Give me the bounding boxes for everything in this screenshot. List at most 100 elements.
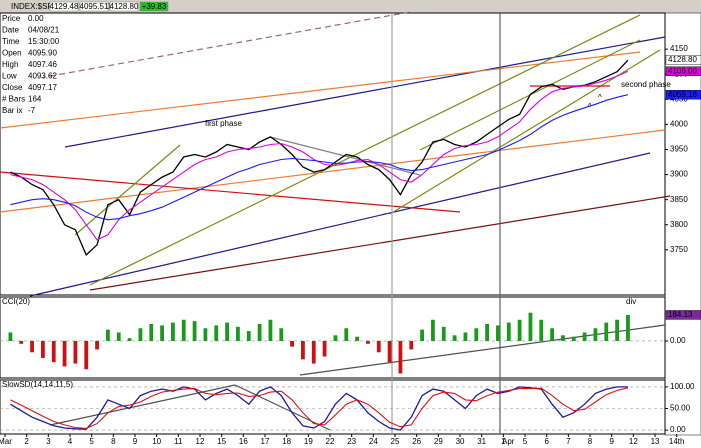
- info-label: Close: [2, 83, 23, 92]
- x-tick-label: 13: [651, 437, 660, 446]
- value-marker: [665, 55, 701, 65]
- y-tick-label: 3800: [670, 220, 688, 229]
- info-label: Low: [2, 72, 17, 81]
- info-value: 4097.17: [28, 83, 57, 92]
- info-label: Time: [2, 37, 20, 46]
- x-tick-label: 12: [196, 437, 205, 446]
- bar: [539, 319, 544, 341]
- annotation: div: [626, 297, 636, 306]
- x-tick-label: 12: [629, 437, 638, 446]
- x-tick-label: 5: [89, 437, 94, 446]
- info-label: Bar ix: [2, 106, 22, 115]
- y-tick-label: 0.00: [670, 425, 686, 434]
- value-marker-label: 4128.80: [668, 55, 697, 64]
- info-value: 164: [28, 95, 42, 104]
- bar: [376, 340, 381, 353]
- x-tick-label: 16: [239, 437, 248, 446]
- annotation: ^: [598, 93, 602, 102]
- bar: [301, 340, 305, 360]
- value-marker-label: 4059.18: [668, 90, 697, 99]
- y-tick-label: 100.00: [670, 382, 695, 391]
- bar: [106, 329, 110, 341]
- bar: [127, 338, 132, 341]
- bar: [366, 340, 370, 344]
- info-label: Price: [2, 14, 21, 23]
- x-tick-label: 4: [68, 437, 73, 446]
- x-tick-label: 17: [261, 437, 270, 446]
- y-tick-label: 4000: [670, 120, 688, 129]
- price-panel: [0, 12, 666, 296]
- bar: [138, 328, 143, 341]
- x-tick-label: 14th: [669, 437, 685, 446]
- bar: [561, 335, 565, 341]
- x-tick-label: 11: [174, 437, 183, 446]
- bar: [582, 332, 587, 341]
- panel-title: SlowSD(14,14,11,5): [2, 380, 73, 389]
- bar: [41, 340, 45, 358]
- bar: [409, 340, 414, 350]
- bar: [441, 326, 446, 341]
- bar: [474, 328, 479, 341]
- bar: [290, 340, 294, 347]
- x-tick-label: 1: [501, 437, 506, 446]
- x-tick-label: 5: [523, 437, 528, 446]
- value-marker-label: 184.13: [668, 310, 693, 319]
- trend-line: [234, 384, 331, 431]
- info-label: Date: [2, 26, 19, 35]
- bar: [192, 321, 197, 341]
- x-tick-label: 30: [456, 437, 465, 446]
- series-line: [10, 59, 629, 257]
- trend-line: [89, 195, 671, 291]
- bar: [626, 314, 630, 341]
- bar: [8, 332, 13, 341]
- bar: [311, 340, 316, 364]
- trend-line: [0, 171, 461, 213]
- x-tick-label: 15: [217, 437, 226, 446]
- x-tick-label: 9: [133, 437, 138, 446]
- info-value: -7: [28, 106, 36, 115]
- info-value: 4097.46: [28, 60, 57, 69]
- y-tick-label: 50.00: [670, 404, 691, 413]
- trend-line: [29, 152, 651, 297]
- value-marker: [665, 310, 701, 320]
- x-tick-label: 19: [304, 437, 313, 446]
- x-tick-label: Mar: [0, 437, 12, 446]
- info-label: High: [2, 60, 18, 69]
- x-tick-label: 18: [282, 437, 291, 446]
- bar: [160, 325, 164, 341]
- quote-box: [139, 1, 169, 12]
- quote-value: 4095.51: [80, 2, 109, 11]
- y-tick-label: 3750: [670, 245, 688, 254]
- x-tick-label: 10: [152, 437, 161, 446]
- bar: [485, 324, 489, 341]
- quote-value: 4129.48: [50, 2, 79, 11]
- bar: [62, 340, 67, 367]
- annotation: first phase: [205, 119, 242, 128]
- y-tick-label: 3850: [670, 195, 688, 204]
- bar: [355, 336, 359, 341]
- bar: [268, 319, 273, 341]
- info-value: 04/08/21: [28, 26, 60, 35]
- info-value: 4093.62: [28, 72, 57, 81]
- x-tick-label: 8: [588, 437, 593, 446]
- quote-box: [109, 1, 139, 12]
- bar: [279, 328, 284, 341]
- value-marker: [665, 89, 701, 100]
- bar: [214, 325, 219, 341]
- y-tick-label: 3900: [670, 170, 688, 179]
- x-tick-label: 24: [369, 437, 378, 446]
- bar: [463, 332, 468, 341]
- value-marker: [665, 66, 701, 76]
- series-line: [10, 94, 629, 221]
- x-tick-label: 3: [46, 437, 51, 446]
- bar: [246, 331, 251, 341]
- x-tick-label: 7: [566, 437, 571, 446]
- bar: [496, 325, 500, 341]
- info-label: Open: [2, 49, 22, 58]
- x-tick-label: 25: [391, 437, 400, 446]
- trend-line: [0, 129, 666, 213]
- trend-line: [0, 51, 641, 129]
- bar: [51, 340, 56, 363]
- bar: [30, 340, 34, 353]
